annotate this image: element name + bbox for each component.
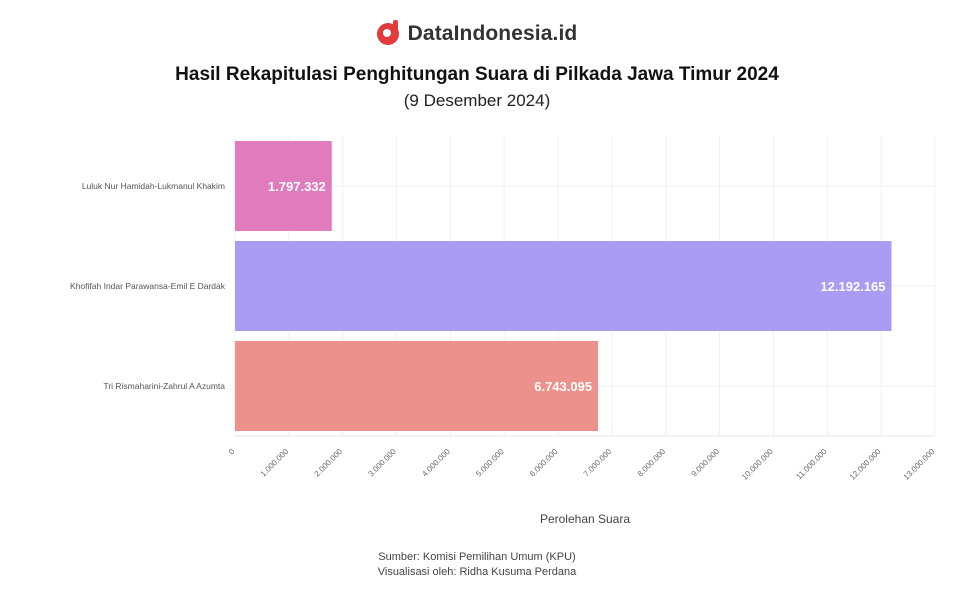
x-tick-label: 3.000.000 xyxy=(366,447,398,479)
category-label: Khofifah Indar Parawansa-Emil E Dardak xyxy=(70,281,226,291)
credit-note: Visualisasi oleh: Ridha Kusuma Perdana xyxy=(377,566,577,578)
bar-value-label: 12.192.165 xyxy=(820,279,885,294)
x-tick-label: 2.000.000 xyxy=(313,447,345,479)
category-label: Luluk Nur Hamidah-Lukmanul Khakim xyxy=(82,181,225,191)
dataindonesia-logo-icon xyxy=(376,20,399,45)
chart-title: Hasil Rekapitulasi Penghitungan Suara di… xyxy=(175,64,779,85)
bar xyxy=(235,141,332,231)
x-tick-label: 8.000.000 xyxy=(636,447,668,479)
x-tick-label: 12.000.000 xyxy=(848,447,883,482)
x-tick-label: 9.000.000 xyxy=(689,447,721,479)
brand-header: DataIndonesia.id xyxy=(0,20,954,46)
x-tick-label: 7.000.000 xyxy=(582,447,614,479)
bar-value-label: 1.797.332 xyxy=(268,179,326,194)
x-axis-title: Perolehan Suara xyxy=(540,512,630,526)
x-tick-label: 0 xyxy=(227,447,237,457)
x-tick-label: 10.000.000 xyxy=(740,447,775,482)
brand-name: DataIndonesia.id xyxy=(407,22,578,45)
x-tick-label: 6.000.000 xyxy=(528,447,560,479)
x-tick-label: 1.000.000 xyxy=(259,447,291,479)
bar xyxy=(235,341,599,431)
bar xyxy=(235,241,892,331)
x-tick-label: 13.000.000 xyxy=(902,447,937,482)
x-tick-label: 11.000.000 xyxy=(794,447,829,482)
bar-value-label: 6.743.095 xyxy=(534,379,592,394)
category-label: Tri Rismaharini-Zahrul A Azumta xyxy=(103,381,225,391)
source-note: Sumber: Komisi Pemilihan Umum (KPU) xyxy=(378,551,576,563)
x-tick-label: 4.000.000 xyxy=(420,447,452,479)
x-tick-label: 5.000.000 xyxy=(474,447,506,479)
chart-subtitle: (9 Desember 2024) xyxy=(403,91,551,110)
